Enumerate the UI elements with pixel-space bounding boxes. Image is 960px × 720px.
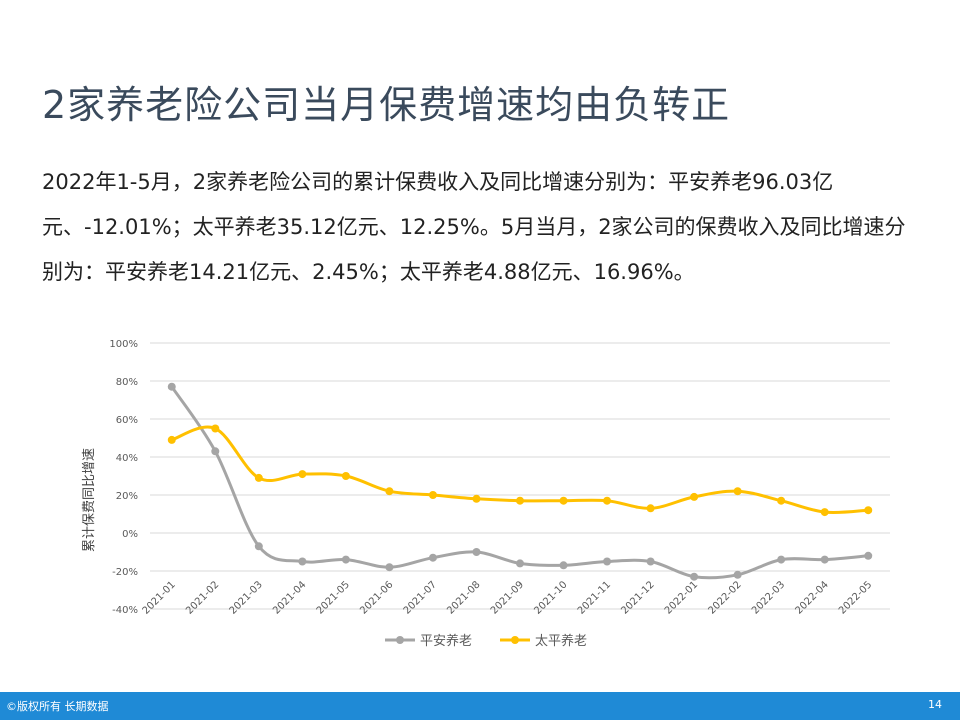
y-axis-title: 累计保费同比增速 xyxy=(82,448,97,552)
x-tick-label: 2022-03 xyxy=(750,579,787,616)
page-title: 2家养老险公司当月保费增速均由负转正 xyxy=(42,83,731,127)
y-tick-label: -20% xyxy=(112,567,138,578)
data-point-taiping xyxy=(603,496,612,505)
x-tick-label: 2021-11 xyxy=(576,579,613,616)
data-point-pingan xyxy=(559,561,568,570)
data-point-pingan xyxy=(298,557,307,566)
data-point-pingan xyxy=(211,447,220,456)
chart-series xyxy=(167,382,873,581)
x-tick-label: 2022-05 xyxy=(837,579,874,616)
data-point-pingan xyxy=(690,572,699,581)
data-point-taiping xyxy=(167,435,176,444)
legend-label-pingan: 平安养老 xyxy=(420,633,472,649)
data-point-pingan xyxy=(603,557,612,566)
x-axis-ticks: 2021-01 2021-02 2021-03 2021-04 2021-05 2021-… xyxy=(141,579,875,616)
x-tick-label: 2022-01 xyxy=(663,579,700,616)
y-tick-label: 0% xyxy=(122,529,138,540)
data-point-pingan xyxy=(733,570,742,579)
y-tick-label: -40% xyxy=(112,605,138,616)
data-point-taiping xyxy=(516,496,524,505)
legend-marker-taiping xyxy=(511,636,519,644)
x-tick-label: 2021-12 xyxy=(619,579,656,616)
data-point-pingan xyxy=(167,382,176,391)
data-point-taiping xyxy=(428,491,437,499)
data-point-pingan xyxy=(864,551,873,560)
data-point-taiping xyxy=(777,496,786,505)
data-point-pingan xyxy=(428,553,437,562)
x-tick-label: 2021-02 xyxy=(184,579,221,616)
chart-gridlines xyxy=(150,342,890,610)
x-tick-label: 2021-01 xyxy=(141,579,178,616)
data-point-pingan xyxy=(516,559,524,568)
data-point-taiping xyxy=(341,472,350,480)
y-tick-label: 40% xyxy=(116,453,138,464)
data-point-taiping xyxy=(211,424,220,433)
data-point-pingan xyxy=(472,548,481,556)
x-tick-label: 2021-10 xyxy=(532,579,569,616)
x-tick-label: 2021-08 xyxy=(445,579,482,616)
data-point-taiping xyxy=(690,492,699,501)
y-tick-label: 20% xyxy=(116,491,138,502)
data-point-taiping xyxy=(385,487,394,496)
line-chart: 100%80%60%40%20%0%-20%-40% 2021-01 2021-0… xyxy=(82,339,890,649)
data-point-pingan xyxy=(777,555,786,564)
legend-label-taiping: 太平养老 xyxy=(535,633,587,649)
footer-bar: ©版权所有 长期数据 14 xyxy=(0,692,960,720)
y-tick-label: 80% xyxy=(116,377,138,388)
data-point-pingan xyxy=(820,555,829,564)
data-point-pingan xyxy=(646,557,655,566)
copyright-text: ©版权所有 长期数据 xyxy=(6,700,109,713)
x-tick-label: 2021-09 xyxy=(489,579,526,616)
x-tick-label: 2022-04 xyxy=(793,579,830,616)
data-point-taiping xyxy=(559,496,568,505)
x-tick-label: 2022-02 xyxy=(706,579,743,616)
y-tick-label: 60% xyxy=(116,415,138,426)
data-point-taiping xyxy=(472,494,481,503)
chart-legend: 平安养老 太平养老 xyxy=(385,633,587,649)
body-paragraph: 2022年1-5月，2家养老险公司的累计保费收入及同比增速分别为：平安养老96.… xyxy=(42,170,906,284)
page-number: 14 xyxy=(928,698,942,711)
legend-marker-pingan xyxy=(396,636,404,644)
x-tick-label: 2021-04 xyxy=(271,579,308,616)
x-tick-label: 2021-07 xyxy=(402,579,439,616)
series-line-pingan xyxy=(170,385,869,580)
y-axis-ticks: 100% 80% 60% 40% 20% 0% -20% -40% xyxy=(109,339,138,616)
data-point-taiping xyxy=(254,473,263,482)
data-point-pingan xyxy=(254,542,263,551)
data-point-taiping xyxy=(646,504,655,513)
x-tick-label: 2021-06 xyxy=(358,579,395,616)
data-point-taiping xyxy=(864,506,873,515)
y-tick-label: 100% xyxy=(109,339,138,350)
data-point-taiping xyxy=(733,487,742,496)
data-point-pingan xyxy=(341,555,350,564)
data-point-taiping xyxy=(298,470,307,479)
x-tick-label: 2021-05 xyxy=(315,579,352,616)
x-tick-label: 2021-03 xyxy=(228,579,265,616)
data-point-taiping xyxy=(820,508,829,517)
data-point-pingan xyxy=(385,563,394,572)
